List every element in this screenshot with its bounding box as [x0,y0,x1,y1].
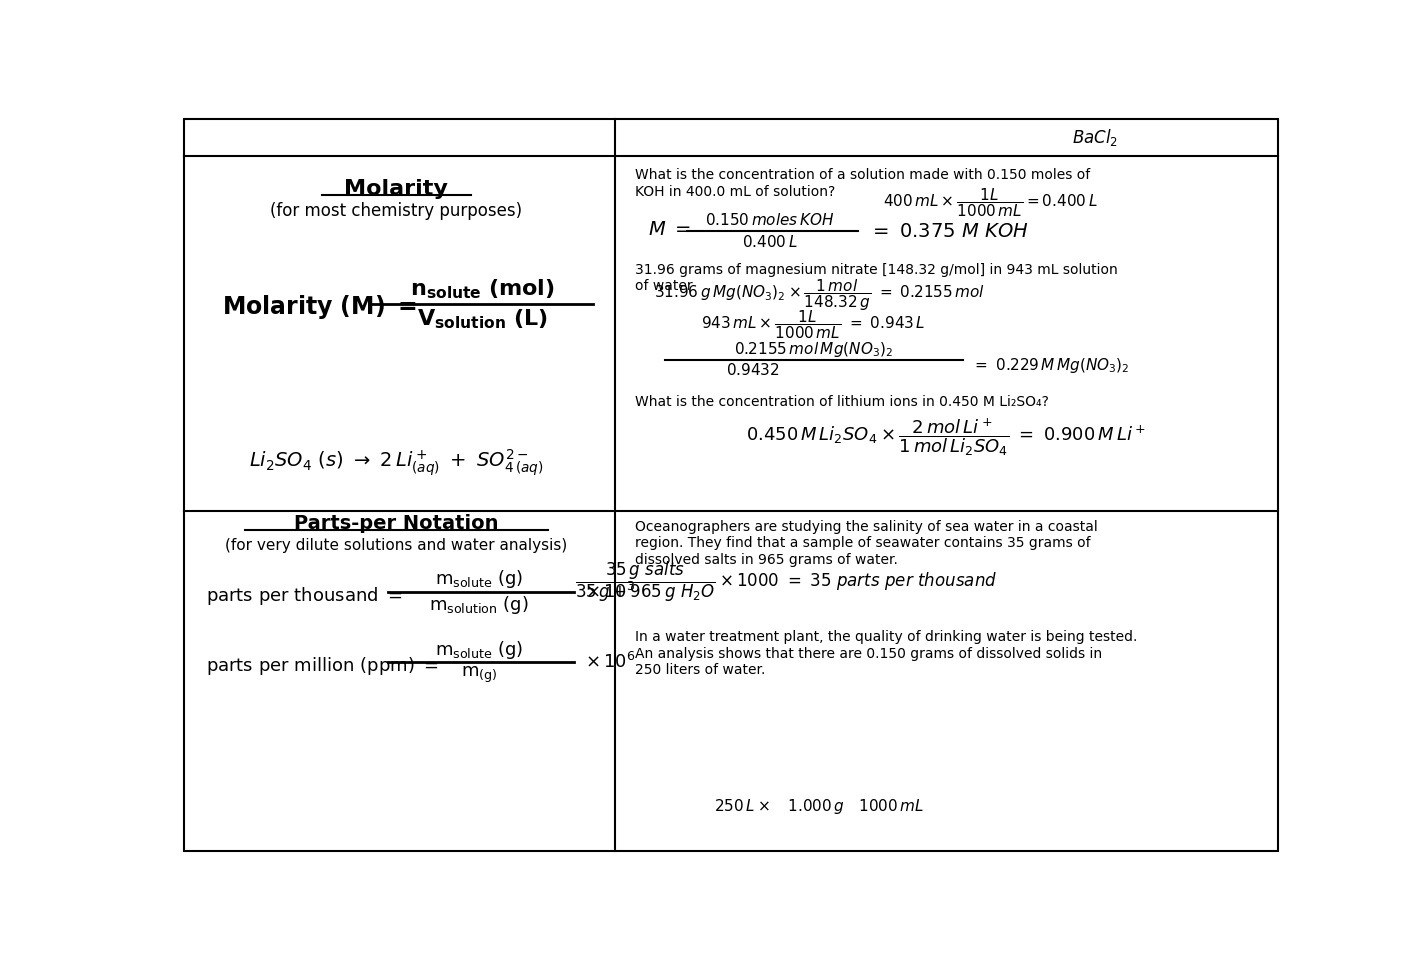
Text: In a water treatment plant, the quality of drinking water is being tested.
An an: In a water treatment plant, the quality … [635,631,1137,677]
Text: $\mathrm{\mathbf{n_{solute}\ (mol)}}$: $\mathrm{\mathbf{n_{solute}\ (mol)}}$ [409,277,555,300]
Text: What is the concentration of a solution made with 0.150 moles of
KOH in 400.0 mL: What is the concentration of a solution … [635,168,1089,199]
Text: $\mathit{943\,mL \times \dfrac{1L}{1000\,mL}\ =\ 0.943\,L}$: $\mathit{943\,mL \times \dfrac{1L}{1000\… [702,308,925,341]
Text: $\mathit{BaCl_2}$: $\mathit{BaCl_2}$ [1072,127,1118,148]
Text: $\mathit{Li_2SO_4\ (s)\ \rightarrow\ 2\,Li^+_{(aq)}\ +\ SO^{2-}_{4\,(aq)}}$: $\mathit{Li_2SO_4\ (s)\ \rightarrow\ 2\,… [248,447,543,478]
Text: $\mathrm{parts\ per\ thousand\ =}$: $\mathrm{parts\ per\ thousand\ =}$ [205,585,402,607]
Text: $\mathrm{m_{solute}\ (g)}$: $\mathrm{m_{solute}\ (g)}$ [435,638,523,660]
Text: $\mathit{250\,L \times \quad 1.000\,g \quad 1000\,mL}$: $\mathit{250\,L \times \quad 1.000\,g \q… [714,797,924,816]
Text: (for most chemistry purposes): (for most chemistry purposes) [270,203,522,220]
Text: $\mathit{400\,mL \times \dfrac{1L}{1000\,mL} = 0.400\,L}$: $\mathit{400\,mL \times \dfrac{1L}{1000\… [883,186,1098,219]
Text: $\mathit{0.2155\,mol\,Mg(NO_3)_2}$: $\mathit{0.2155\,mol\,Mg(NO_3)_2}$ [734,340,893,359]
Text: $\mathit{31.96\,g\,Mg(NO_3)_2 \times \dfrac{1\,mol}{148.32\,g}\ =\ 0.2155\,mol}$: $\mathit{31.96\,g\,Mg(NO_3)_2 \times \df… [653,276,985,313]
Text: (for very dilute solutions and water analysis): (for very dilute solutions and water ana… [225,538,568,553]
Text: $\mathit{=\ 0.375\ M\ KOH}$: $\mathit{=\ 0.375\ M\ KOH}$ [868,222,1028,241]
Text: $\mathit{0.400\,L}$: $\mathit{0.400\,L}$ [742,233,797,250]
Text: $\mathit{0.9432}$: $\mathit{0.9432}$ [726,362,780,378]
Text: What is the concentration of lithium ions in 0.450 M Li₂SO₄?: What is the concentration of lithium ion… [635,395,1048,409]
Text: Oceanographers are studying the salinity of sea water in a coastal
region. They : Oceanographers are studying the salinity… [635,520,1098,566]
Text: $\mathrm{parts\ per\ million\ (ppm)\ =}$: $\mathrm{parts\ per\ million\ (ppm)\ =}$ [205,655,438,677]
Text: $\mathit{0.450\,M\,Li_2SO_4 \times \dfrac{2\,mol\,Li^+}{1\,mol\,Li_2SO_4}\ =\ 0.: $\mathit{0.450\,M\,Li_2SO_4 \times \dfra… [746,416,1147,458]
Text: 31.96 grams of magnesium nitrate [148.32 g/mol] in 943 mL solution
of water: 31.96 grams of magnesium nitrate [148.32… [635,263,1118,293]
Text: $\mathit{\dfrac{35\,g\ salts}{35\,g + 965\,g\ H_2O} \times 1000\ =\ 35\ parts\ p: $\mathit{\dfrac{35\,g\ salts}{35\,g + 96… [575,561,997,605]
Text: $\mathrm{m_{solution}\ (g)}$: $\mathrm{m_{solution}\ (g)}$ [429,594,529,616]
Text: $\mathrm{m_{solute}\ (g)}$: $\mathrm{m_{solute}\ (g)}$ [435,568,523,590]
Text: $\mathrm{m_{(g)}}$: $\mathrm{m_{(g)}}$ [461,664,498,684]
Text: $\mathbf{Molarity\ (M)\ =}$: $\mathbf{Molarity\ (M)\ =}$ [222,294,416,322]
Text: $\mathrm{\times\,10^6}$: $\mathrm{\times\,10^6}$ [585,652,635,672]
Text: $\mathit{=\ 0.229\,M\,Mg(NO_3)_2}$: $\mathit{=\ 0.229\,M\,Mg(NO_3)_2}$ [971,355,1129,374]
Text: Parts-per Notation: Parts-per Notation [294,515,498,534]
Text: $\mathrm{\mathbf{V_{solution}\ (L)}}$: $\mathrm{\mathbf{V_{solution}\ (L)}}$ [416,307,548,331]
Text: Molarity: Molarity [344,180,448,199]
Text: $\mathit{M\ =}$: $\mathit{M\ =}$ [647,220,692,239]
Text: $\mathrm{\times\,10^3}$: $\mathrm{\times\,10^3}$ [585,582,635,602]
Text: $\mathit{0.150\,moles\,KOH}$: $\mathit{0.150\,moles\,KOH}$ [704,212,834,228]
